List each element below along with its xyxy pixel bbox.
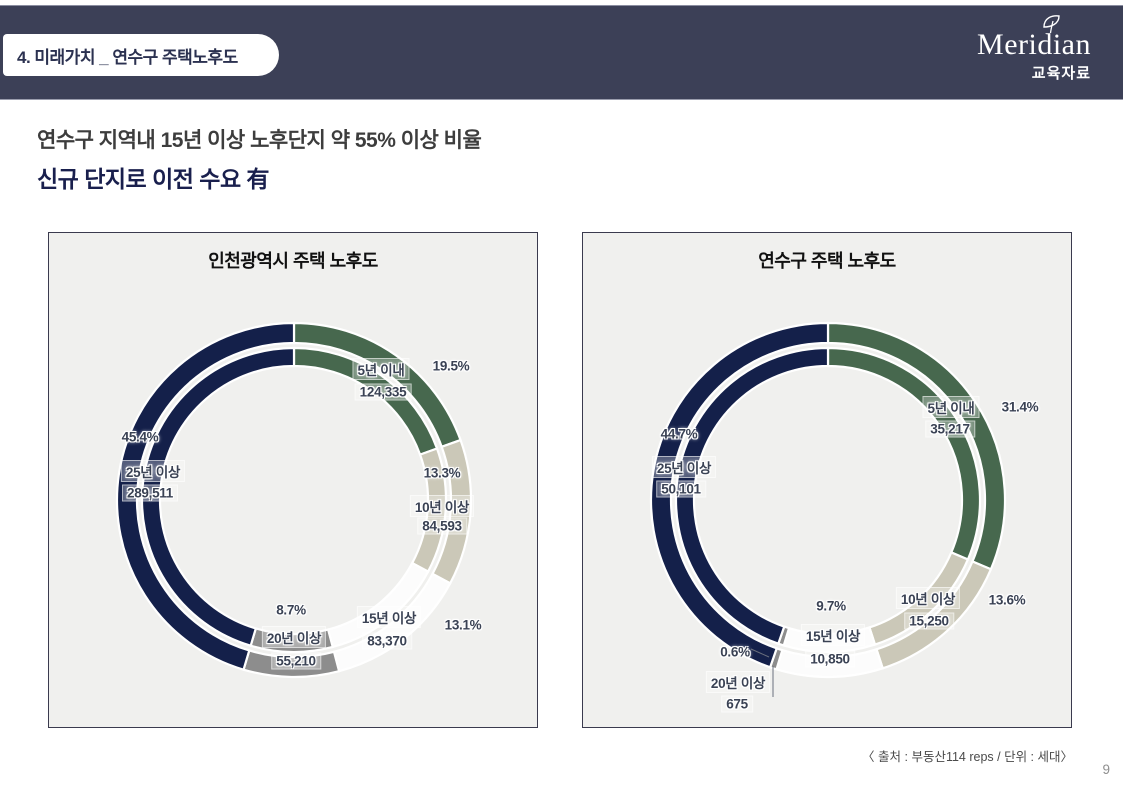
segment-pct-label: 31.4%: [1001, 399, 1039, 415]
segment-value-label: 35,217: [925, 420, 975, 438]
segment-name-label: 25년 이상: [120, 460, 186, 482]
headline-line2: 신규 단지로 이전 수요 有: [37, 166, 270, 192]
leaf-icon: [1043, 15, 1060, 34]
segment-name-label: 15년 이상: [356, 606, 422, 628]
segment-name-label: 5년 이내: [922, 396, 980, 418]
yeonsu-chart-title: 연수구 주택 노후도: [758, 251, 896, 271]
donut-segment-25년 이상: [649, 321, 830, 669]
headline: 연수구 지역내 15년 이상 노후단지 약 55% 이상 비율 신규 단지로 이…: [37, 124, 482, 194]
segment-pct-label: 0.6%: [720, 644, 750, 660]
label-leader-line: [750, 648, 770, 658]
segment-name-label: 10년 이상: [895, 587, 961, 609]
slide-title-pill: 4. 미래가치 _ 연수구 주택노후도: [3, 34, 279, 76]
yeonsu-chart-panel: 연수구 주택 노후도 5년 이내 35,217 31.4% 10년 이상 15,250 1…: [582, 232, 1072, 728]
segment-name-label: 20년 이상: [261, 626, 327, 648]
segment-name-label: 15년 이상: [800, 624, 866, 646]
segment-name-label: 10년 이상: [409, 495, 475, 517]
donut-segment-25년 이상: [674, 346, 830, 646]
meridian-logo: Meridian 교육자료: [931, 15, 1091, 83]
segment-value-label: 55,210: [271, 652, 321, 670]
segment-pct-label: 13.3%: [423, 465, 461, 481]
segment-value-label: 15,250: [904, 612, 954, 630]
segment-pct-label: 13.1%: [444, 617, 482, 633]
source-note: 〈 출처 : 부동산114 reps / 단위 : 세대〉: [862, 750, 1073, 764]
segment-pct-label: 44.7%: [660, 426, 698, 442]
logo-subtitle: 교육자료: [1031, 65, 1091, 82]
headline-line1: 연수구 지역내 15년 이상 노후단지 약 55% 이상 비율: [37, 129, 482, 152]
segment-name-label: 25년 이상: [651, 456, 717, 478]
logo-wordmark: Meridian: [977, 15, 1091, 61]
segment-pct-label: 9.7%: [816, 598, 846, 614]
slide-title: 4. 미래가치 _ 연수구 주택노후도: [17, 47, 238, 67]
header-bar: 4. 미래가치 _ 연수구 주택노후도 Meridian 교육자료: [0, 5, 1123, 100]
segment-value-label: 675: [721, 695, 753, 713]
segment-pct-label: 45.4%: [121, 429, 159, 445]
incheon-chart-title: 인천광역시 주택 노후도: [208, 251, 378, 271]
segment-value-label: 124,335: [354, 383, 412, 401]
donut-segment-25년 이상: [115, 321, 296, 672]
yeonsu-donut-chart: [649, 321, 1007, 697]
segment-pct-label: 19.5%: [432, 358, 470, 374]
segment-name-label: 20년 이상: [705, 671, 771, 693]
incheon-donut-chart: [115, 321, 473, 679]
segment-value-label: 10,850: [805, 650, 855, 668]
segment-name-label: 5년 이내: [352, 358, 410, 380]
segment-pct-label: 13.6%: [988, 592, 1026, 608]
segment-value-label: 50,101: [656, 480, 706, 498]
segment-value-label: 289,511: [122, 484, 178, 502]
incheon-chart-panel: 인천광역시 주택 노후도 5년 이내 124,335 19.5% 10년 이상 84,5…: [48, 232, 538, 728]
page-number: 9: [1102, 762, 1110, 777]
donut-segment-25년 이상: [140, 346, 296, 648]
segment-value-label: 83,370: [362, 632, 412, 650]
segment-pct-label: 8.7%: [276, 602, 306, 618]
segment-value-label: 84,593: [417, 517, 467, 535]
